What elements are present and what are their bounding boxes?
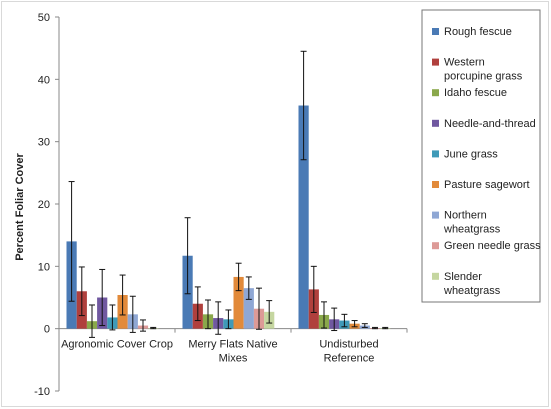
legend-label: Pasture sagewort xyxy=(444,179,530,191)
y-tick-label: 0 xyxy=(44,324,50,336)
y-tick-label: 50 xyxy=(38,12,50,24)
axes xyxy=(55,16,408,392)
legend-label: Northern wheatgrass xyxy=(443,210,501,236)
legend-swatch xyxy=(432,211,439,219)
legend: Rough fescue Western porcupine grass Idaho … xyxy=(421,9,541,303)
legend-swatch xyxy=(432,28,439,35)
y-axis-label: Percent Foliar Cover xyxy=(14,152,26,260)
legend-label: June grass xyxy=(444,148,498,160)
bar xyxy=(233,276,244,329)
legend-box xyxy=(421,9,541,303)
legend-label: Western porcupine grass xyxy=(444,57,523,83)
legend-swatch xyxy=(432,242,439,250)
legend-swatch xyxy=(432,181,439,188)
legend-label: Green needle grass xyxy=(444,240,541,252)
y-tick-label: 40 xyxy=(38,74,50,86)
bar xyxy=(298,105,309,329)
y-tick-label: 30 xyxy=(38,137,50,149)
bars xyxy=(66,105,391,329)
bar xyxy=(243,288,254,329)
legend-label: Needle-and-thread xyxy=(444,118,536,130)
axis-labels: -10 0 10 20 30 40 50 Agronomic Cover Crop Merry … xyxy=(34,12,379,398)
y-tick-label: 20 xyxy=(38,199,50,211)
category-label: Agronomic Cover Crop xyxy=(61,339,173,351)
legend-swatch xyxy=(432,58,439,66)
legend-swatch xyxy=(432,89,439,97)
y-tick-label: 10 xyxy=(38,261,50,273)
legend-label: Rough fescue xyxy=(444,26,512,38)
legend-swatch xyxy=(432,150,439,158)
legend-swatch xyxy=(432,119,439,127)
category-label: Undisturbed Reference xyxy=(319,339,378,365)
error-bars xyxy=(68,50,389,338)
legend-label: Slender wheatgrass xyxy=(443,271,501,297)
category-label: Merry Flats Native Mixes xyxy=(188,339,277,365)
legend-swatch xyxy=(432,272,439,280)
y-tick-label: -10 xyxy=(34,386,50,398)
legend-label: Idaho fescue xyxy=(444,87,507,99)
